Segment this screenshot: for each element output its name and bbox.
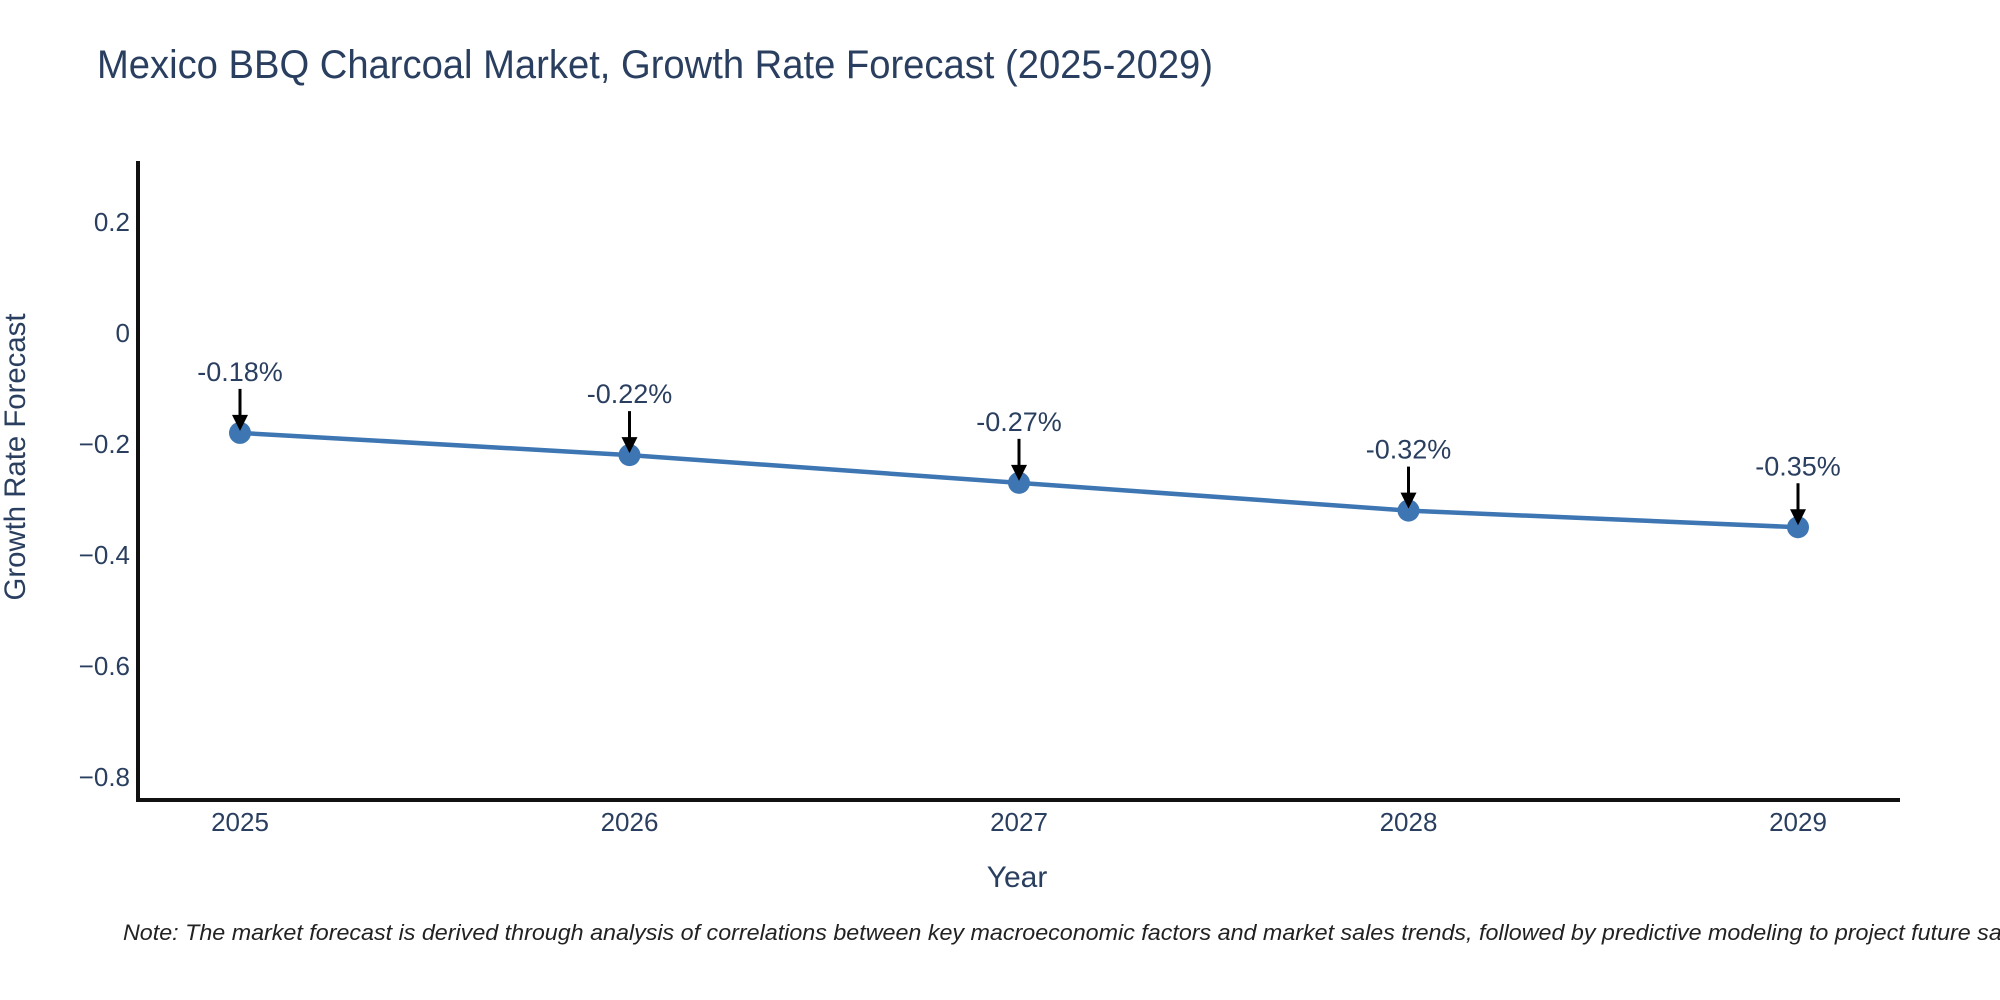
y-axis-title: Growth Rate Forecast: [0, 313, 32, 601]
x-tick-label: 2027: [990, 807, 1048, 837]
data-point-marker: [229, 421, 251, 444]
plot-area: 0.2 0 −0.2 −0.4 −0.6 −0.8 2025 2026 2027 2028 2029…: [79, 207, 1841, 837]
chart-title: Mexico BBQ Charcoal Market, Growth Rate …: [97, 43, 1213, 87]
y-tick-label: −0.4: [79, 540, 130, 570]
annotation-label: -0.35%: [1755, 451, 1841, 481]
annotation-arrowhead-icon: [1790, 509, 1806, 526]
y-tick-label: 0: [116, 318, 130, 348]
annotation-arrowhead-icon: [1011, 464, 1027, 481]
chart-footnote: Note: The market forecast is derived thr…: [123, 920, 2000, 945]
annotation-label: -0.22%: [587, 379, 673, 409]
x-axis-title: Year: [987, 861, 1048, 894]
annotation-arrowhead-icon: [621, 437, 638, 454]
annotation-label: -0.18%: [197, 357, 283, 387]
annotation-arrowhead-icon: [1400, 492, 1417, 509]
y-tick-label: −0.8: [79, 762, 130, 792]
annotation-arrowhead-icon: [232, 414, 248, 431]
data-point-marker: [1787, 516, 1809, 539]
x-tick-label: 2025: [211, 807, 269, 837]
annotation-label: -0.32%: [1366, 435, 1452, 465]
y-tick-label: −0.6: [79, 651, 130, 681]
x-tick-label: 2029: [1769, 807, 1827, 837]
data-point-marker: [618, 444, 641, 467]
y-tick-label: −0.2: [79, 429, 130, 459]
axis-lines: [136, 161, 1900, 802]
x-tick-label: 2026: [601, 807, 659, 837]
annotation-label: -0.27%: [976, 407, 1062, 437]
x-tick-label: 2028: [1380, 807, 1438, 837]
data-point-marker: [1008, 471, 1030, 494]
y-tick-label: 0.2: [94, 207, 130, 237]
data-point-marker: [1397, 499, 1420, 522]
